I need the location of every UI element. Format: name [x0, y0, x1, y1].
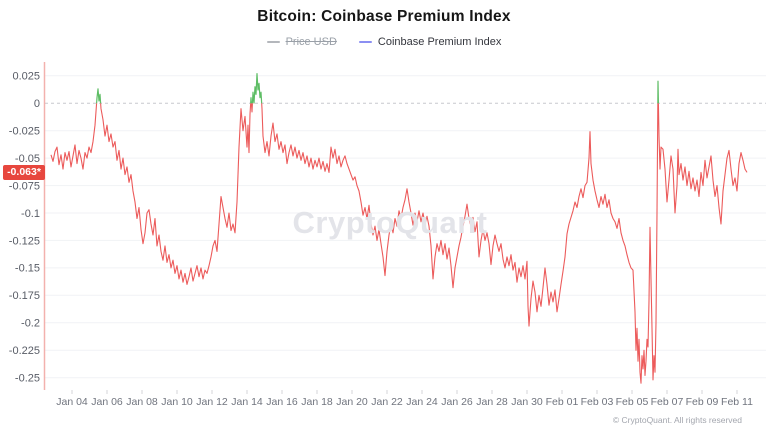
y-axis-labels: 0.025 0 -0.025 -0.05 -0.075 -0.1 -0.125 -0.15 -0… — [9, 71, 40, 385]
legend-label: Coinbase Premium Index — [377, 36, 502, 48]
x-tick-label: Jan 14 — [231, 396, 263, 408]
x-tick-label: Feb 01 — [546, 396, 579, 408]
y-tick-label: -0.025 — [9, 126, 40, 138]
y-tick-label: -0.2 — [21, 318, 40, 330]
premium-index-line-negative — [50, 103, 748, 384]
page-title: Bitcoin: Coinbase Premium Index — [257, 8, 511, 25]
x-tick-label: Jan 26 — [441, 396, 473, 408]
x-tick-label: Feb 09 — [686, 396, 719, 408]
x-tick-label: Feb 11 — [721, 396, 753, 408]
gridlines — [45, 75, 766, 379]
x-tick-label: Feb 07 — [651, 396, 684, 408]
y-tick-label: -0.125 — [9, 235, 40, 247]
x-tick-label: Feb 03 — [581, 396, 614, 408]
copyright-footer: © CryptoQuant. All rights reserved — [612, 415, 742, 425]
x-tick-label: Jan 04 — [56, 396, 88, 408]
legend-label: Price USD — [285, 36, 337, 48]
price-usd-line-icon — [266, 41, 280, 43]
y-tick-label: 0.025 — [12, 71, 40, 83]
legend-item-coinbase-premium-index[interactable]: Coinbase Premium Index — [358, 36, 502, 48]
cryptoquant-watermark: CryptoQuant — [292, 205, 488, 240]
x-tick-label: Jan 16 — [266, 396, 298, 408]
premium-index-series — [50, 73, 748, 384]
x-tick-label: Jan 20 — [336, 396, 368, 408]
x-tick-label: Feb 05 — [616, 396, 649, 408]
y-tick-label: -0.05 — [15, 153, 40, 165]
x-tick-label: Jan 08 — [126, 396, 158, 408]
x-tick-label: Jan 18 — [301, 396, 333, 408]
x-axis-labels: Jan 04 Jan 06 Jan 08 Jan 10 Jan 12 Jan 14 Jan … — [56, 396, 753, 408]
legend-item-price-usd[interactable]: Price USD — [266, 36, 337, 48]
x-tick-label: Jan 10 — [161, 396, 193, 408]
x-tick-label: Jan 12 — [196, 396, 228, 408]
x-tick-label: Jan 28 — [476, 396, 508, 408]
y-tick-label: 0 — [34, 98, 40, 110]
legend: Price USD Coinbase Premium Index — [0, 36, 768, 48]
y-tick-label: -0.15 — [15, 263, 40, 275]
current-value-badge: -0.063* — [3, 165, 45, 180]
y-tick-label: -0.1 — [21, 208, 40, 220]
y-tick-label: -0.225 — [9, 345, 40, 357]
y-tick-label: -0.175 — [9, 290, 40, 302]
x-tick-label: Jan 30 — [511, 396, 543, 408]
x-tick-label: Jan 06 — [91, 396, 123, 408]
y-tick-label: -0.075 — [9, 180, 40, 192]
x-tick-label: Jan 24 — [406, 396, 438, 408]
x-tick-label: Jan 22 — [371, 396, 403, 408]
x-axis-ticks — [71, 390, 738, 394]
y-tick-label: -0.25 — [15, 373, 40, 385]
premium-index-line-icon — [358, 41, 372, 43]
